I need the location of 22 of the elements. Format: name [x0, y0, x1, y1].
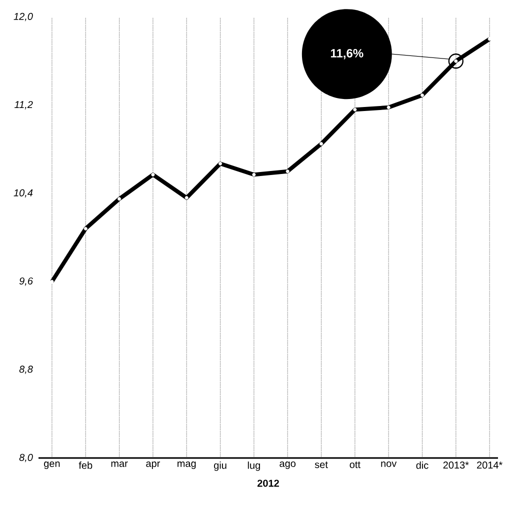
- x-tick-label: apr: [146, 462, 160, 469]
- x-tick-label: set: [314, 462, 328, 468]
- x-tick-label: nov: [381, 462, 397, 468]
- x-tick-label: 2013*: [443, 462, 469, 469]
- x-axis-title: 2012: [257, 480, 279, 487]
- x-tick-label: dic: [416, 462, 428, 469]
- x-tick-label: ott: [350, 462, 360, 468]
- y-tick-label: 12,0: [14, 12, 33, 22]
- x-tick-label: 2014*: [477, 462, 502, 469]
- annotation: 11,6%: [330, 48, 364, 60]
- x-tick-label: ago: [280, 462, 296, 469]
- y-tick-label: 11,2: [14, 101, 33, 110]
- x-tick-label: mar: [111, 462, 128, 468]
- x-tick-label: gen: [44, 462, 60, 469]
- x-tick-label: giu: [214, 462, 226, 471]
- x-tick-label: mag: [178, 462, 196, 469]
- y-tick-label: 8,8: [19, 366, 33, 374]
- y-tick-label: 9,6: [19, 277, 33, 286]
- x-tick-label: feb: [78, 462, 92, 469]
- y-tick-label: 10,4: [14, 189, 33, 198]
- x-tick-label: lug: [248, 462, 260, 471]
- y-tick-label: 8,0: [19, 454, 33, 462]
